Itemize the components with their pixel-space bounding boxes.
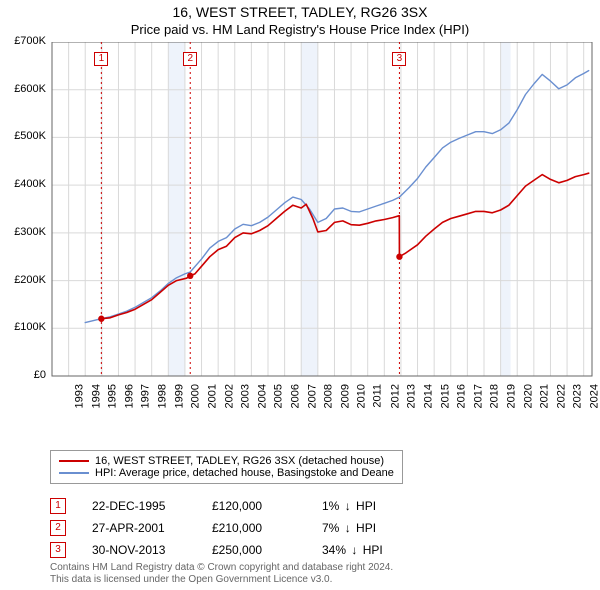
x-axis-label: 2008 bbox=[323, 384, 335, 408]
marker-row: 1 22-DEC-1995£120,0001% ↓ HPI bbox=[50, 498, 432, 520]
x-axis-label: 2003 bbox=[240, 384, 252, 408]
x-axis-label: 2021 bbox=[539, 384, 551, 408]
y-axis-label: £0 bbox=[0, 369, 46, 381]
x-axis-label: 2020 bbox=[522, 384, 534, 408]
x-axis-label: 1996 bbox=[123, 384, 135, 408]
x-axis-label: 2024 bbox=[589, 384, 600, 408]
page-title: 16, WEST STREET, TADLEY, RG26 3SX bbox=[0, 4, 600, 20]
chart-marker-label: 1 bbox=[94, 52, 108, 66]
legend-swatch bbox=[59, 472, 89, 474]
marker-suffix: HPI bbox=[353, 521, 376, 535]
x-axis-label: 2023 bbox=[572, 384, 584, 408]
legend: 16, WEST STREET, TADLEY, RG26 3SX (detac… bbox=[50, 450, 403, 484]
footer-line-2: This data is licensed under the Open Gov… bbox=[50, 574, 393, 586]
y-axis-label: £400K bbox=[0, 178, 46, 190]
line-chart bbox=[0, 42, 600, 442]
x-axis-label: 2009 bbox=[339, 384, 351, 408]
marker-delta: 34% ↓ HPI bbox=[322, 543, 432, 557]
x-axis-label: 1997 bbox=[140, 384, 152, 408]
marker-price: £250,000 bbox=[212, 543, 322, 557]
x-axis-label: 2011 bbox=[372, 384, 384, 408]
y-axis-label: £700K bbox=[0, 35, 46, 47]
x-axis-label: 1994 bbox=[90, 384, 102, 408]
chart-area: £0£100K£200K£300K£400K£500K£600K£700K 19… bbox=[0, 42, 600, 442]
down-arrow-icon: ↓ bbox=[345, 521, 351, 535]
x-axis-label: 1999 bbox=[173, 384, 185, 408]
down-arrow-icon: ↓ bbox=[351, 543, 357, 557]
marker-date: 27-APR-2001 bbox=[92, 521, 212, 535]
x-axis-label: 2017 bbox=[472, 384, 484, 408]
marker-row: 2 27-APR-2001£210,0007% ↓ HPI bbox=[50, 520, 432, 542]
y-axis-label: £300K bbox=[0, 226, 46, 238]
legend-label: HPI: Average price, detached house, Basi… bbox=[95, 467, 394, 479]
marker-date: 30-NOV-2013 bbox=[92, 543, 212, 557]
footer-attribution: Contains HM Land Registry data © Crown c… bbox=[50, 562, 393, 586]
marker-suffix: HPI bbox=[359, 543, 382, 557]
x-axis-label: 2007 bbox=[306, 384, 318, 408]
x-axis-label: 2010 bbox=[356, 384, 368, 408]
x-axis-label: 2014 bbox=[422, 384, 434, 408]
y-axis-label: £600K bbox=[0, 83, 46, 95]
chart-marker-label: 2 bbox=[183, 52, 197, 66]
page-subtitle: Price paid vs. HM Land Registry's House … bbox=[0, 22, 600, 37]
x-axis-label: 2016 bbox=[456, 384, 468, 408]
x-axis-label: 2000 bbox=[190, 384, 202, 408]
x-axis-label: 1993 bbox=[73, 384, 85, 408]
x-axis-label: 2006 bbox=[289, 384, 301, 408]
y-axis-label: £100K bbox=[0, 321, 46, 333]
marker-suffix: HPI bbox=[353, 499, 376, 513]
legend-label: 16, WEST STREET, TADLEY, RG26 3SX (detac… bbox=[95, 455, 384, 467]
marker-number: 2 bbox=[50, 520, 66, 536]
marker-price: £120,000 bbox=[212, 499, 322, 513]
marker-date: 22-DEC-1995 bbox=[92, 499, 212, 513]
x-axis-label: 2001 bbox=[206, 384, 218, 408]
legend-item: 16, WEST STREET, TADLEY, RG26 3SX (detac… bbox=[59, 455, 394, 467]
legend-swatch bbox=[59, 460, 89, 462]
x-axis-label: 2012 bbox=[389, 384, 401, 408]
x-axis-label: 2004 bbox=[256, 384, 268, 408]
x-axis-label: 2005 bbox=[273, 384, 285, 408]
marker-delta: 7% ↓ HPI bbox=[322, 521, 432, 535]
x-axis-label: 2015 bbox=[439, 384, 451, 408]
marker-table: 1 22-DEC-1995£120,0001% ↓ HPI 2 27-APR-2001… bbox=[50, 498, 432, 564]
x-axis-label: 2022 bbox=[555, 384, 567, 408]
footer-line-1: Contains HM Land Registry data © Crown c… bbox=[50, 562, 393, 574]
marker-delta: 1% ↓ HPI bbox=[322, 499, 432, 513]
marker-price: £210,000 bbox=[212, 521, 322, 535]
x-axis-label: 2019 bbox=[505, 384, 517, 408]
marker-row: 3 30-NOV-2013£250,00034% ↓ HPI bbox=[50, 542, 432, 564]
y-axis-label: £200K bbox=[0, 274, 46, 286]
marker-number: 3 bbox=[50, 542, 66, 558]
legend-item: HPI: Average price, detached house, Basi… bbox=[59, 467, 394, 479]
x-axis-label: 1998 bbox=[157, 384, 169, 408]
x-axis-label: 2018 bbox=[489, 384, 501, 408]
x-axis-label: 2002 bbox=[223, 384, 235, 408]
x-axis-label: 2013 bbox=[406, 384, 418, 408]
y-axis-label: £500K bbox=[0, 130, 46, 142]
chart-marker-label: 3 bbox=[392, 52, 406, 66]
down-arrow-icon: ↓ bbox=[345, 499, 351, 513]
marker-number: 1 bbox=[50, 498, 66, 514]
x-axis-label: 1995 bbox=[107, 384, 119, 408]
